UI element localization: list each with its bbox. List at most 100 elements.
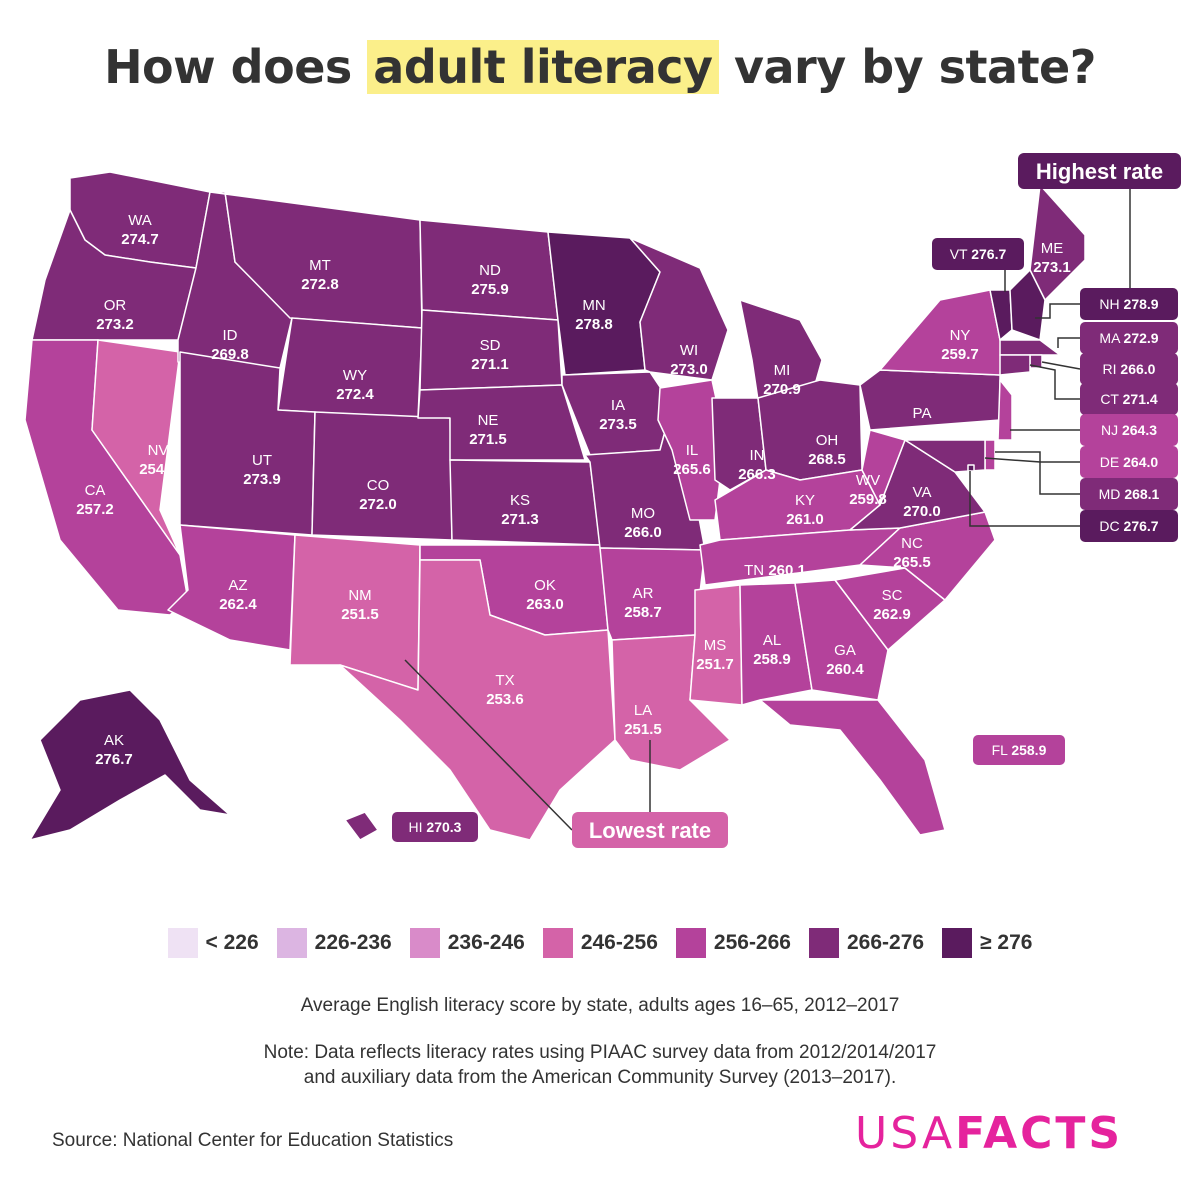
legend-item: 236-246 [409,928,525,958]
callout-box-vt [932,238,1024,270]
callout-md: MD 268.1 [1080,478,1178,510]
callout-ct: CT 271.4 [1080,383,1178,415]
callout-ma: MA 272.9 [1080,322,1178,354]
state-label-sd: SD 271.1 [471,337,509,373]
callout-line-de [995,451,1080,463]
legend-swatch [942,928,973,958]
title-highlight: adult literacy [367,40,719,94]
state-nv [91,339,181,556]
lowest-rate-label-line [404,659,651,831]
callout-text-hi: HI 270.3 [409,819,462,835]
callout-hi: HI 270.3 [392,812,478,842]
state-ga [794,579,889,701]
state-label-sc: SC 262.9 [873,587,911,623]
legend-label: ≥ 276 [980,931,1033,954]
state-al [739,582,813,706]
callout-box-de [1080,446,1178,478]
state-label-ga: GA 260.4 [826,642,864,678]
callout-vt: VT 276.7 [932,238,1024,270]
legend-item: 246-256 [542,928,658,958]
callout-ri: RI 266.0 [1080,353,1178,385]
state-label-ne: NE 271.5 [469,412,507,448]
callout-nj: NJ 264.3 [1080,414,1178,446]
state-label-nv: NV 254.9 [139,442,177,478]
state-label-tn: TN 260.1 [744,562,806,579]
callout-box-nh [1080,288,1178,320]
callout-nh: NH 278.9 [1080,288,1178,320]
state-label-nc: NC 265.5 [893,535,931,571]
callout-box-ri [1080,353,1178,385]
state-label-co: CO 272.0 [359,477,397,513]
state-nj [997,379,1013,441]
highest-rate-label-box [1018,153,1181,189]
state-label-ok: OK 263.0 [526,577,564,613]
state-label-ar: AR 258.7 [624,585,662,621]
lowest-rate-label: Lowest rate [572,812,728,848]
state-label-pa: PA 266.2 [903,405,941,441]
state-label-ny: NY 259.7 [941,327,979,363]
callout-text-ri: RI 266.0 [1103,361,1156,377]
callout-text-vt: VT 276.7 [950,246,1007,262]
highest-rate-label: Highest rate [1018,153,1181,189]
state-label-az: AZ 262.4 [219,577,257,613]
state-label-ca: CA 257.2 [76,482,114,518]
state-fl [759,699,946,836]
legend-swatch [167,928,198,958]
legend-swatch [675,928,706,958]
legend-label: 226-236 [314,931,392,954]
state-label-id: ID 269.8 [211,327,249,363]
logo-usa: USA [855,1108,956,1159]
callout-box-nj [1080,414,1178,446]
state-label-nd: ND 275.9 [471,262,509,298]
callout-fl: FL 258.9 [973,735,1065,765]
callout-line-ma [1057,337,1080,348]
state-label-va: VA 270.0 [903,484,941,520]
state-label-wy: WY 272.4 [336,367,374,403]
page-title: How does adult literacy vary by state? [0,40,1200,94]
state-label-ms: MS 251.7 [696,637,734,673]
state-hi [344,811,379,841]
callout-text-dc: DC 276.7 [1099,518,1158,534]
note-line-1: Note: Data reflects literacy rates using… [263,1042,937,1063]
state-label-mt: MT 272.8 [301,257,339,293]
legend-item: 266-276 [808,928,924,958]
legend: < 226 226-236 236-246 246-256 256-266 266-276… [110,928,1090,958]
legend-label: 246-256 [580,931,658,954]
state-label-ky: KY 261.0 [786,492,824,528]
state-label-wv: WV 259.8 [849,472,887,508]
state-label-al: AL 258.9 [753,632,791,668]
title-before: How does [104,40,368,94]
state-label-il: IL 265.6 [673,442,711,478]
callout-box-md [1080,478,1178,510]
callout-de: DE 264.0 [1080,446,1178,478]
legend-swatch [808,928,839,958]
legend-item: 226-236 [276,928,392,958]
legend-label: 236-246 [447,931,525,954]
state-me [1029,184,1086,301]
state-label-or: OR 273.2 [96,297,134,333]
usafacts-logo: USAFACTS [855,1108,1123,1159]
state-ms [689,584,743,706]
callout-line-md [984,457,1080,495]
callout-text-de: DE 264.0 [1100,454,1159,470]
legend-item: ≥ 276 [942,928,1032,958]
state-tx [339,559,616,841]
title-after: vary by state? [718,40,1096,94]
state-ak [29,689,231,841]
state-wi [629,237,729,381]
callout-text-ma: MA 272.9 [1099,330,1158,346]
callout-line-ct [1029,364,1080,400]
callout-box-dc [1080,510,1178,542]
callout-text-fl: FL 258.9 [992,742,1047,758]
state-ma [999,339,1061,356]
callout-dc: DC 276.7 [1080,510,1178,542]
callout-text-ct: CT 271.4 [1100,391,1158,407]
callout-line-dc [969,471,1080,527]
callout-box-ct [1080,383,1178,415]
legend-item: 256-266 [675,928,791,958]
state-label-la: LA 251.5 [624,702,662,738]
state-nh [1009,269,1046,341]
us-map: WA 274.7 OR 273.2 CA 257.2 NV 254.9 ID 269.8 MT 272… [24,153,1181,848]
callout-text-nj: NJ 264.3 [1101,422,1157,438]
callout-text-nh: NH 278.9 [1099,296,1158,312]
